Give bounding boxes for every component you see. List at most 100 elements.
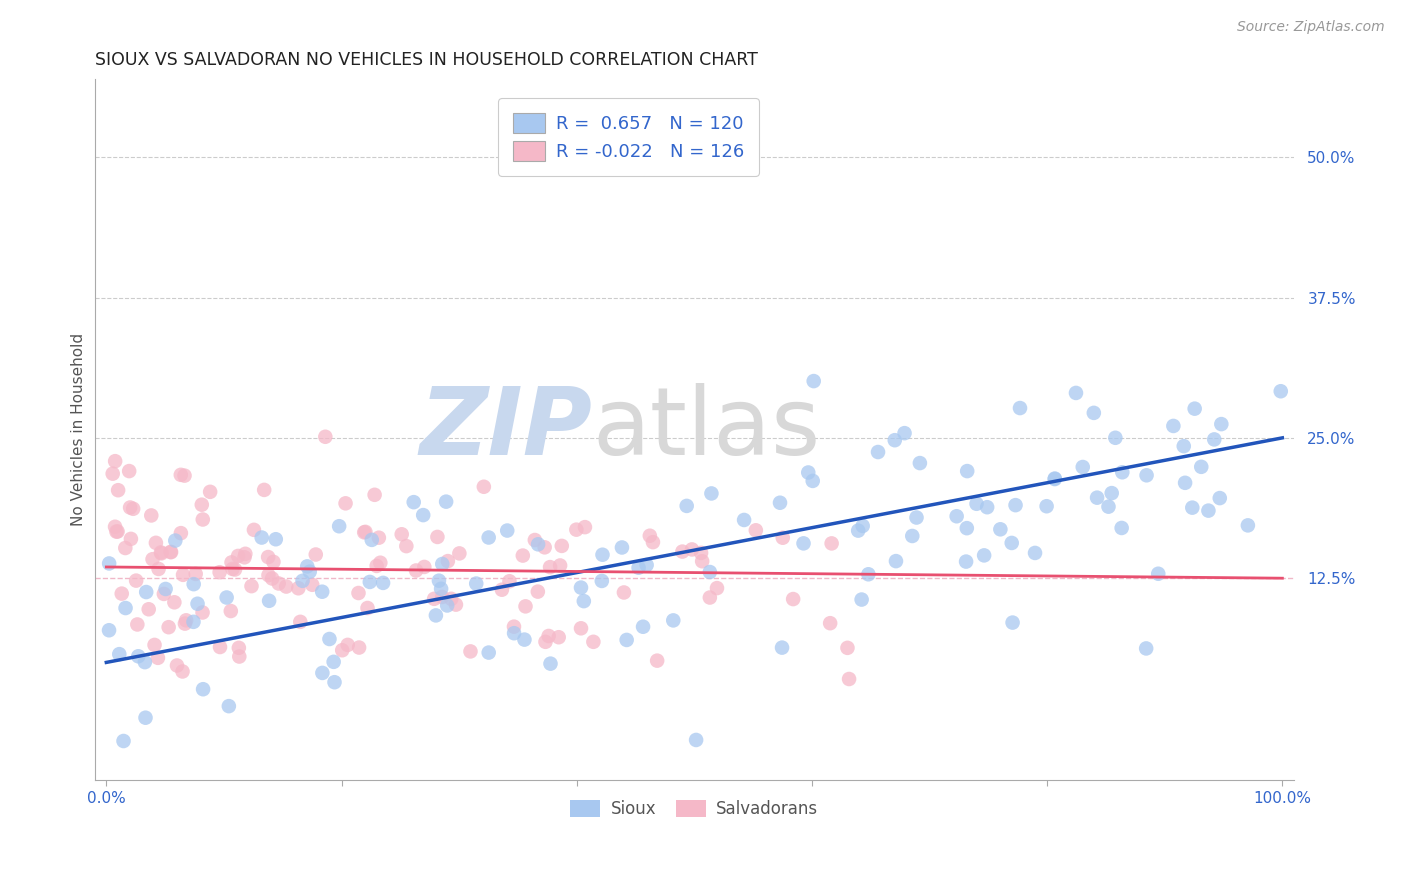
Point [173, 468, 195, 483]
Point [105, 524, 128, 539]
Point [174, 613, 197, 627]
Point [700, 486, 723, 500]
Point [540, 657, 562, 671]
Point [893, 426, 915, 441]
Point [503, 626, 526, 640]
Point [402, 495, 425, 509]
Point [883, 433, 905, 447]
Point [1085, 491, 1108, 505]
Point [818, 616, 841, 631]
Point [820, 536, 842, 550]
Point [163, 595, 186, 609]
Text: atlas: atlas [592, 384, 821, 475]
Point [172, 665, 194, 679]
Point [160, 545, 183, 559]
Point [503, 620, 526, 634]
Point [159, 545, 181, 559]
Point [250, 531, 273, 545]
Point [627, 560, 650, 574]
Point [782, 592, 804, 607]
Point [148, 562, 170, 576]
Point [311, 584, 333, 599]
Point [221, 555, 243, 569]
Point [107, 483, 129, 498]
Point [675, 499, 697, 513]
Point [157, 620, 180, 634]
Text: SIOUX VS SALVADORAN NO VEHICLES IN HOUSEHOLD CORRELATION CHART: SIOUX VS SALVADORAN NO VEHICLES IN HOUSE… [94, 51, 758, 69]
Point [772, 531, 794, 545]
Point [769, 496, 792, 510]
Point [257, 594, 280, 608]
Point [142, 552, 165, 566]
Point [143, 638, 166, 652]
Point [434, 494, 457, 508]
Point [425, 608, 447, 623]
Point [496, 524, 519, 538]
Point [1135, 468, 1157, 483]
Point [112, 734, 135, 748]
Point [908, 456, 931, 470]
Text: Source: ZipAtlas.com: Source: ZipAtlas.com [1237, 20, 1385, 34]
Point [699, 591, 721, 605]
Point [328, 519, 350, 533]
Point [141, 508, 163, 523]
Point [733, 513, 755, 527]
Point [1184, 401, 1206, 416]
Point [135, 585, 157, 599]
Point [527, 584, 550, 599]
Point [226, 549, 249, 563]
Point [423, 591, 446, 606]
Point [852, 519, 875, 533]
Point [228, 649, 250, 664]
Point [1173, 439, 1195, 453]
Point [184, 566, 207, 581]
Point [391, 527, 413, 541]
Point [610, 541, 633, 555]
Point [395, 539, 418, 553]
Point [336, 638, 359, 652]
Point [267, 576, 290, 591]
Point [551, 539, 574, 553]
Point [901, 529, 924, 543]
Point [1189, 459, 1212, 474]
Point [745, 523, 768, 537]
Point [1071, 460, 1094, 475]
Point [1043, 472, 1066, 486]
Point [533, 541, 555, 555]
Point [170, 526, 193, 541]
Point [127, 617, 149, 632]
Point [413, 560, 436, 574]
Point [104, 520, 127, 534]
Point [690, 546, 713, 560]
Point [290, 615, 312, 629]
Point [427, 574, 450, 588]
Y-axis label: No Vehicles in Household: No Vehicles in Household [72, 333, 86, 526]
Point [990, 522, 1012, 536]
Point [347, 640, 370, 655]
Point [104, 454, 127, 468]
Point [98, 557, 121, 571]
Point [170, 467, 193, 482]
Point [287, 581, 309, 595]
Point [973, 549, 995, 563]
Point [114, 541, 136, 555]
Point [444, 598, 467, 612]
Point [174, 616, 197, 631]
Point [224, 562, 246, 576]
Point [125, 574, 148, 588]
Point [165, 533, 187, 548]
Point [846, 524, 869, 538]
Point [1104, 431, 1126, 445]
Point [582, 635, 605, 649]
Point [534, 635, 557, 649]
Point [405, 564, 427, 578]
Point [976, 500, 998, 515]
Point [371, 575, 394, 590]
Point [613, 585, 636, 599]
Point [122, 501, 145, 516]
Point [538, 560, 561, 574]
Point [1147, 566, 1170, 581]
Point [527, 537, 550, 551]
Point [1004, 498, 1026, 512]
Point [956, 464, 979, 478]
